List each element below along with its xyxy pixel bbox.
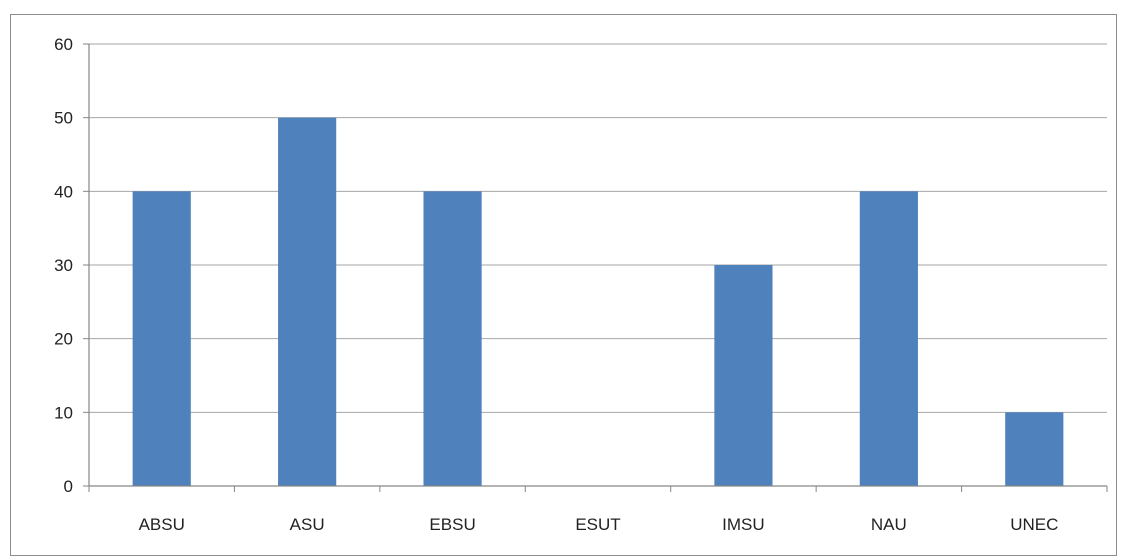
- x-tick-label-esut: ESUT: [575, 515, 620, 534]
- y-tick-label: 20: [54, 330, 73, 349]
- y-axis-tick-labels: 0 10 20 30 40 50 60: [54, 35, 73, 496]
- x-tick-label-absu: ABSU: [139, 515, 185, 534]
- y-tick-label: 10: [54, 403, 73, 422]
- axes: [83, 43, 1108, 492]
- x-axis-tick-labels: ABSU ASU EBSU ESUT IMSU NAU UNEC: [139, 515, 1059, 534]
- bar-nau: [859, 191, 918, 487]
- y-tick-label: 0: [64, 477, 73, 496]
- x-tick-label-ebsu: EBSU: [429, 515, 475, 534]
- y-tick-label: 50: [54, 109, 73, 128]
- bar-imsu: [714, 265, 773, 486]
- bar-unec: [1005, 412, 1064, 486]
- bar-ebsu: [423, 191, 482, 487]
- gridlines: [89, 43, 1107, 413]
- x-tick-label-imsu: IMSU: [722, 515, 765, 534]
- bars: [132, 117, 1064, 487]
- x-tick-label-unec: UNEC: [1010, 515, 1058, 534]
- x-tick-label-asu: ASU: [290, 515, 325, 534]
- bar-asu: [278, 117, 337, 487]
- x-tick-label-nau: NAU: [871, 515, 907, 534]
- chart-frame: [10, 14, 1117, 556]
- bar-absu: [132, 191, 191, 487]
- y-tick-label: 40: [54, 182, 73, 201]
- y-tick-label: 30: [54, 256, 73, 275]
- y-tick-label: 60: [54, 35, 73, 54]
